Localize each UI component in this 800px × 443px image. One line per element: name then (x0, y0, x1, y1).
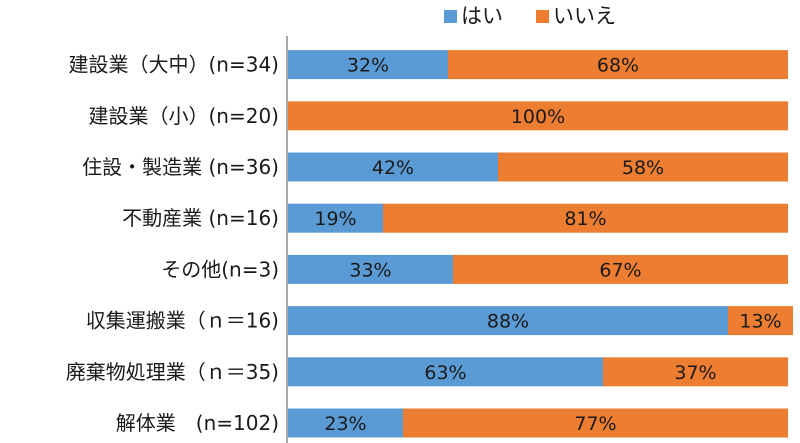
legend-swatch-1 (536, 10, 549, 23)
category-label-2: 住設・製造業 (n=36) (82, 155, 279, 179)
category-label-0: 建設業（大中）(n=34) (69, 53, 280, 77)
bar-hai-0 (288, 50, 448, 80)
data-label-1-0: 68% (597, 55, 639, 77)
bar-iie-5 (728, 306, 793, 336)
data-label-1-1: 100% (511, 106, 565, 128)
data-label-0-2: 42% (372, 157, 414, 179)
data-label-0-5: 88% (487, 311, 529, 333)
data-label-0-6: 63% (424, 362, 466, 384)
bar-iie-3 (383, 203, 788, 233)
legend-swatch-0 (444, 10, 457, 23)
bar-group: 建設業（大中）(n=34)32%68%建設業（小）(n=20)0%100%住設・… (66, 50, 793, 438)
category-label-5: 収集運搬業（ｎ＝16) (86, 309, 279, 333)
data-label-1-2: 58% (622, 157, 664, 179)
category-label-7: 解体業 (n=102) (116, 411, 279, 435)
legend-label-1: いいえ (553, 4, 616, 28)
bar-hai-6 (288, 357, 603, 387)
bar-iie-7 (403, 408, 788, 438)
data-label-0-3: 19% (314, 208, 356, 230)
bar-iie-6 (603, 357, 788, 387)
category-label-1: 建設業（小）(n=20) (89, 104, 280, 128)
bar-iie-0 (448, 50, 788, 80)
bar-iie-2 (498, 152, 788, 182)
category-label-4: その他(n=3) (161, 257, 279, 281)
data-label-1-4: 67% (599, 259, 641, 281)
data-label-1-7: 77% (574, 413, 616, 435)
data-label-1-5: 13% (739, 311, 781, 333)
data-label-0-4: 33% (349, 259, 391, 281)
data-label-0-0: 32% (347, 55, 389, 77)
data-label-1-6: 37% (674, 362, 716, 384)
chart-legend: はい いいえ (444, 4, 616, 28)
bar-iie-4 (453, 254, 788, 284)
data-label-1-3: 81% (564, 208, 606, 230)
bar-hai-2 (288, 152, 498, 182)
bar-iie-1 (288, 101, 788, 131)
bar-hai-5 (288, 306, 728, 336)
category-label-6: 廃棄物処理業（ｎ＝35) (66, 360, 279, 384)
bar-hai-3 (288, 203, 383, 233)
category-label-3: 不動産業 (n=16) (122, 206, 279, 230)
bar-hai-7 (288, 408, 403, 438)
bar-hai-4 (288, 254, 453, 284)
legend-label-0: はい (461, 4, 503, 28)
data-label-0-7: 23% (324, 413, 366, 435)
